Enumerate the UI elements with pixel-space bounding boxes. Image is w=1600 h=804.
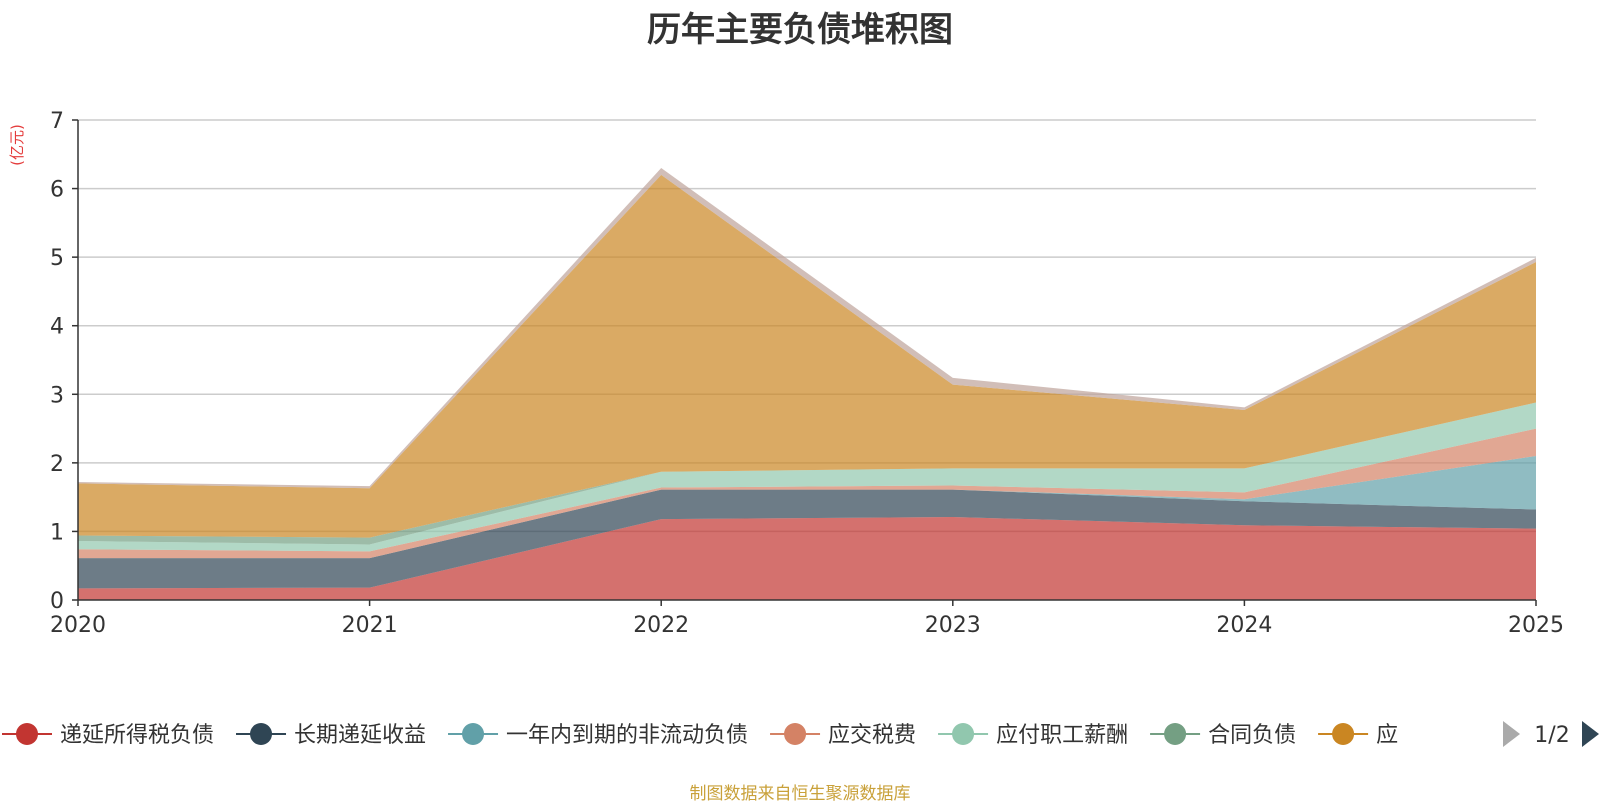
source-note: 制图数据来自恒生聚源数据库 [689, 784, 911, 804]
legend-marker-4[interactable] [952, 723, 975, 745]
legend-label-1[interactable]: 长期递延收益 [294, 723, 426, 748]
x-tick-label: 2021 [342, 613, 398, 638]
y-tick-label: 0 [50, 589, 64, 614]
area-series-3 [78, 428, 1536, 559]
chart-title: 历年主要负债堆积图 [647, 10, 953, 50]
x-tick-label: 2020 [50, 613, 106, 638]
legend-page-indicator: 1/2 [1534, 723, 1569, 748]
legend-label-4[interactable]: 应付职工薪酬 [996, 723, 1128, 748]
y-tick-label: 7 [50, 109, 64, 134]
y-tick-label: 2 [50, 452, 64, 477]
y-tick-label: 3 [50, 383, 64, 408]
legend-label-0[interactable]: 递延所得税负债 [60, 723, 214, 748]
x-tick-label: 2022 [633, 613, 689, 638]
legend-marker-5[interactable] [1164, 723, 1187, 745]
area-series-6 [78, 174, 1536, 538]
x-tick-label: 2023 [925, 613, 981, 638]
y-tick-label: 1 [50, 520, 64, 545]
y-tick-label: 6 [50, 178, 64, 203]
legend-marker-1[interactable] [250, 723, 273, 745]
legend-label-3[interactable]: 应交税费 [828, 723, 916, 748]
area-series-7 [78, 168, 1536, 489]
x-tick-label: 2024 [1216, 613, 1272, 638]
legend-marker-6[interactable] [1332, 723, 1355, 745]
legend-label-2[interactable]: 一年内到期的非流动负债 [506, 723, 748, 748]
area-series-4 [78, 402, 1536, 552]
y-tick-label: 5 [50, 246, 64, 271]
area-series-0 [78, 517, 1536, 600]
legend-next-icon[interactable] [1582, 721, 1599, 747]
legend-prev-icon[interactable] [1503, 721, 1520, 747]
area-series-1 [78, 489, 1536, 589]
legend-label-6[interactable]: 应 [1376, 723, 1398, 748]
y-tick-label: 4 [50, 315, 64, 340]
legend-label-5[interactable]: 合同负债 [1208, 723, 1296, 748]
y-axis-label: (亿元) [8, 124, 26, 166]
x-tick-label: 2025 [1508, 613, 1564, 638]
legend-marker-2[interactable] [462, 723, 485, 745]
legend-marker-0[interactable] [16, 723, 38, 745]
legend-marker-3[interactable] [784, 723, 807, 745]
